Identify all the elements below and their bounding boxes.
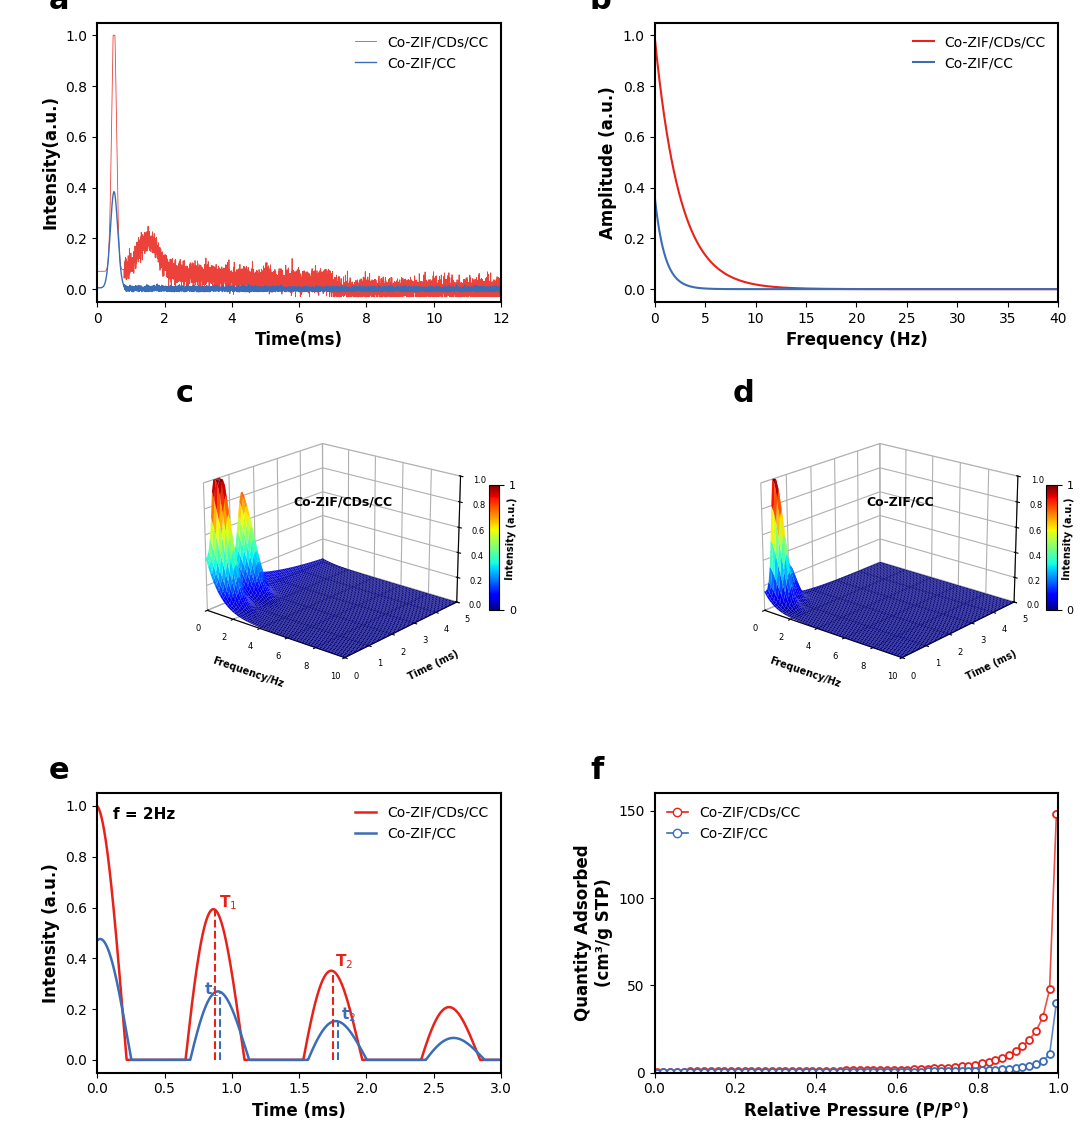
Text: t$_1$: t$_1$ (203, 980, 219, 999)
Text: d: d (733, 379, 755, 409)
Text: f = 2Hz: f = 2Hz (113, 807, 176, 822)
Text: e: e (49, 756, 69, 786)
Y-axis label: Intensity (a.u.): Intensity (a.u.) (42, 863, 59, 1003)
X-axis label: Frequency/Hz: Frequency/Hz (211, 655, 284, 689)
Legend: Co-ZIF/CDs/CC, Co-ZIF/CC: Co-ZIF/CDs/CC, Co-ZIF/CC (350, 800, 495, 847)
Text: Co-ZIF/CDs/CC: Co-ZIF/CDs/CC (294, 496, 393, 509)
Text: Co-ZIF/CC: Co-ZIF/CC (866, 496, 934, 509)
Legend: Co-ZIF/CDs/CC, Co-ZIF/CC: Co-ZIF/CDs/CC, Co-ZIF/CC (907, 29, 1052, 76)
Text: T$_1$: T$_1$ (219, 893, 238, 912)
X-axis label: Frequency (Hz): Frequency (Hz) (785, 331, 928, 349)
Text: b: b (590, 0, 611, 15)
Y-axis label: Amplitude (a.u.): Amplitude (a.u.) (599, 86, 618, 238)
Legend: Co-ZIF/CDs/CC, Co-ZIF/CC: Co-ZIF/CDs/CC, Co-ZIF/CC (350, 29, 495, 76)
Y-axis label: Time (ms): Time (ms) (407, 649, 460, 682)
Text: T$_2$: T$_2$ (336, 952, 354, 971)
Y-axis label: Intensity(a.u.): Intensity(a.u.) (42, 95, 59, 229)
Y-axis label: Time (ms): Time (ms) (964, 649, 1017, 682)
Text: c: c (176, 379, 193, 409)
Legend: Co-ZIF/CDs/CC, Co-ZIF/CC: Co-ZIF/CDs/CC, Co-ZIF/CC (661, 800, 806, 847)
X-axis label: Time (ms): Time (ms) (253, 1102, 346, 1120)
Text: f: f (590, 756, 603, 786)
X-axis label: Frequency/Hz: Frequency/Hz (768, 655, 841, 689)
X-axis label: Relative Pressure (P/P°): Relative Pressure (P/P°) (744, 1102, 969, 1120)
X-axis label: Time(ms): Time(ms) (255, 331, 343, 349)
Text: a: a (49, 0, 69, 15)
Y-axis label: Quantity Adsorbed
(cm³/g STP): Quantity Adsorbed (cm³/g STP) (575, 844, 612, 1022)
Text: t$_2$: t$_2$ (341, 1005, 356, 1024)
